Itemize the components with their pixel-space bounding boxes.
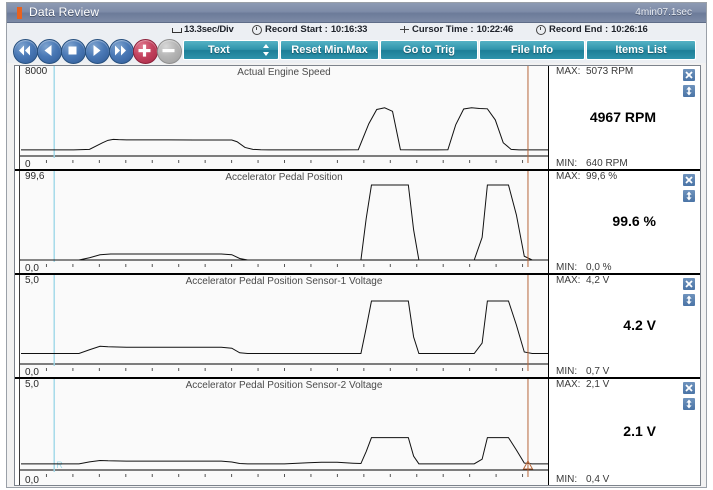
min-label: MIN: (556, 262, 578, 273)
value-panel-sensor1-voltage: MAX: 4,2 V 4.2 V MIN: 0,7 V (551, 275, 700, 377)
waveform-trace (20, 275, 548, 371)
display-mode-select[interactable]: Text (183, 40, 279, 60)
max-value: 99,6 % (586, 171, 618, 182)
title-bar: Data Review 4min07.1sec (7, 3, 706, 23)
cursor-time-value: 10:22:46 (476, 24, 514, 35)
rewind-button[interactable] (13, 39, 38, 64)
plot-area-sensor2-voltage[interactable]: Accelerator Pedal Position Sensor-2 Volt… (19, 379, 549, 485)
plot-area-sensor1-voltage[interactable]: Accelerator Pedal Position Sensor-1 Volt… (19, 275, 549, 377)
max-readout: MAX: 4,2 V (556, 275, 609, 286)
y-axis-max-label: 5,0 (25, 275, 39, 286)
timebase-group: 13.3sec/Div (172, 24, 234, 35)
close-panel-button[interactable] (682, 68, 696, 82)
resize-panel-button[interactable] (682, 84, 696, 98)
play-button[interactable] (85, 39, 110, 64)
plot-area-engine-speed[interactable]: Actual Engine Speed 8000 0 (19, 66, 549, 169)
close-panel-button[interactable] (682, 381, 696, 395)
timebase-value: 13.3sec/Div (184, 24, 234, 35)
cursor-readout: 4967 RPM (589, 108, 656, 125)
cursor-readout: 99.6 % (612, 213, 656, 230)
waveform-trace: R (20, 379, 548, 477)
file-info-button[interactable]: File Info (479, 40, 585, 60)
go-to-trig-button[interactable]: Go to Trig (380, 40, 478, 60)
window-frame: Data Review 4min07.1sec 13.3sec/Div Reco… (6, 2, 707, 488)
graph-stack: Actual Engine Speed 8000 0 MAX: 5073 RPM … (14, 65, 701, 486)
cursor-readout: 4.2 V (623, 317, 656, 334)
clock-icon (536, 24, 546, 35)
app-marker-icon (17, 7, 22, 19)
toolbar: Text Reset Min.Max Go to Trig File Info … (7, 37, 706, 64)
y-axis-max-label: 5,0 (25, 379, 39, 390)
max-label: MAX: (556, 171, 581, 182)
cursor-crosshair-icon (400, 25, 409, 34)
min-readout: MIN: 0,7 V (556, 366, 609, 377)
step-back-button[interactable] (37, 39, 62, 64)
max-readout: MAX: 99,6 % (556, 171, 617, 182)
graph-panel-engine-speed: Actual Engine Speed 8000 0 MAX: 5073 RPM … (15, 66, 700, 171)
max-value: 5073 RPM (586, 66, 634, 77)
min-value: 0,7 V (586, 366, 610, 377)
svg-text:R: R (56, 460, 63, 470)
max-readout: MAX: 2,1 V (556, 379, 609, 390)
max-readout: MAX: 5073 RPM (556, 66, 633, 77)
items-list-button[interactable]: Items List (586, 40, 696, 60)
min-label: MIN: (556, 366, 578, 377)
max-label: MAX: (556, 66, 581, 77)
div-icon (172, 25, 182, 34)
min-label: MIN: (556, 158, 578, 169)
y-axis-min-label: 0 (25, 159, 31, 169)
y-axis-max-label: 99,6 (25, 171, 45, 182)
resize-panel-button[interactable] (682, 189, 696, 203)
cursor-readout: 2.1 V (623, 423, 656, 440)
graph-panel-sensor2-voltage: Accelerator Pedal Position Sensor-2 Volt… (15, 379, 700, 485)
record-end-value: 10:26:16 (611, 24, 648, 35)
min-readout: MIN: 0,4 V (556, 474, 609, 485)
zoom-out-button[interactable] (157, 39, 182, 64)
max-label: MAX: (556, 275, 581, 286)
waveform-trace (20, 66, 548, 163)
max-label: MAX: (556, 379, 581, 390)
max-value: 4,2 V (586, 275, 610, 286)
zoom-in-button[interactable] (133, 39, 158, 64)
value-panel-sensor2-voltage: MAX: 2,1 V 2.1 V MIN: 0,4 V (551, 379, 700, 485)
min-readout: MIN: 640 RPM (556, 158, 628, 169)
display-mode-value: Text (208, 44, 230, 56)
min-label: MIN: (556, 474, 578, 485)
record-end-label: Record End : (549, 24, 609, 35)
stop-button[interactable] (61, 39, 86, 64)
min-value: 0,0 % (586, 262, 612, 273)
elapsed-time: 4min07.1sec (635, 7, 692, 18)
cursor-time-label: Cursor Time : (412, 24, 474, 35)
chevron-updown-icon (263, 44, 270, 56)
info-strip: 13.3sec/Div Record Start : 10:16:33 Curs… (7, 23, 706, 37)
fast-forward-button[interactable] (109, 39, 134, 64)
clock-icon (252, 24, 262, 35)
y-axis-min-label: 0,0 (25, 263, 39, 273)
record-start-label: Record Start : (265, 24, 328, 35)
graph-panel-sensor1-voltage: Accelerator Pedal Position Sensor-1 Volt… (15, 275, 700, 379)
cursor-time-group: Cursor Time : 10:22:46 (400, 24, 513, 35)
waveform-trace (20, 171, 548, 267)
close-panel-button[interactable] (682, 277, 696, 291)
record-start-value: 10:16:33 (330, 24, 368, 35)
plot-area-accel-pedal-position[interactable]: Accelerator Pedal Position 99,6 0,0 (19, 171, 549, 273)
max-value: 2,1 V (586, 379, 610, 390)
y-axis-min-label: 0,0 (25, 367, 39, 377)
value-panel-engine-speed: MAX: 5073 RPM 4967 RPM MIN: 640 RPM (551, 66, 700, 169)
min-value: 640 RPM (586, 158, 628, 169)
window-title: Data Review (29, 5, 100, 19)
record-end-group: Record End : 10:26:16 (536, 24, 648, 35)
reset-minmax-button[interactable]: Reset Min.Max (280, 40, 379, 60)
y-axis-max-label: 8000 (25, 66, 48, 77)
value-panel-accel-pedal-position: MAX: 99,6 % 99.6 % MIN: 0,0 % (551, 171, 700, 273)
min-value: 0,4 V (586, 474, 610, 485)
y-axis-min-label: 0,0 (25, 475, 39, 485)
graph-panel-accel-pedal-position: Accelerator Pedal Position 99,6 0,0 MAX:… (15, 171, 700, 275)
close-panel-button[interactable] (682, 173, 696, 187)
min-readout: MIN: 0,0 % (556, 262, 612, 273)
resize-panel-button[interactable] (682, 293, 696, 307)
resize-panel-button[interactable] (682, 397, 696, 411)
record-start-group: Record Start : 10:16:33 (252, 24, 367, 35)
